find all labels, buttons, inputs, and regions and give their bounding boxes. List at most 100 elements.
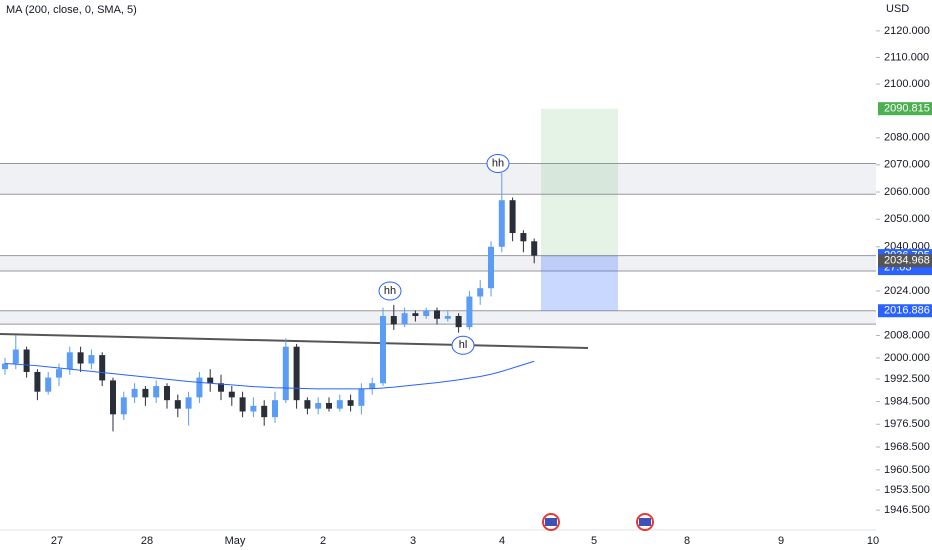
candle-body (185, 397, 192, 409)
candle-body (120, 397, 127, 415)
candle-body (196, 377, 203, 398)
zone (0, 163, 876, 195)
flag (639, 518, 651, 526)
candle-body (520, 233, 527, 242)
candle-body (315, 402, 322, 409)
candle-body (466, 296, 473, 328)
candle-body (282, 346, 289, 401)
candle-body (401, 313, 408, 325)
candle-body (390, 315, 397, 325)
candle-body (477, 288, 484, 297)
y-tick-label: 2110.000 (884, 51, 929, 63)
candle-body (455, 315, 462, 328)
candle-body (164, 386, 170, 401)
annotation-bubble (378, 281, 402, 301)
candle-body (336, 400, 343, 409)
price-label: 2090.815 (884, 103, 930, 115)
candle-body (347, 400, 354, 406)
candle-body (412, 313, 419, 316)
candle-body (250, 405, 257, 412)
candle-body (153, 386, 160, 398)
x-tick-label: 27 (51, 535, 63, 547)
candle-body (45, 377, 52, 392)
candle-body (531, 241, 538, 256)
candle-body (142, 388, 149, 398)
profit-zone (541, 108, 618, 256)
candle-body (444, 315, 451, 319)
candle-body (99, 355, 106, 381)
y-tick-label: 1968.500 (884, 441, 930, 453)
candle-body (272, 400, 278, 418)
candle-body (218, 383, 224, 392)
candle-body (509, 200, 516, 234)
candle-body (423, 310, 430, 316)
y-tick-label: 1992.500 (884, 373, 930, 385)
candle-body (77, 352, 84, 364)
price-label: 2034.968 (884, 255, 930, 267)
candle-body (174, 400, 181, 409)
annotation-text: hh (384, 285, 396, 297)
annotation-text: hh (492, 157, 504, 169)
candle-body (488, 246, 494, 289)
candle-body (12, 349, 19, 364)
y-tick-label: 2024.000 (884, 285, 930, 297)
price-label-box (878, 102, 932, 116)
candle-body (380, 315, 386, 384)
candle-body (110, 380, 116, 415)
y-tick-label: 2120.000 (884, 25, 930, 37)
candle-body (369, 383, 376, 389)
candle-body (23, 349, 30, 372)
candle-body (34, 371, 41, 392)
x-tick-label: 28 (141, 535, 153, 547)
y-tick-label: 1960.500 (884, 464, 930, 476)
candle-body (326, 402, 332, 409)
candle-body (304, 400, 311, 409)
annotation-text: hl (459, 339, 468, 351)
price-label-box (878, 254, 932, 268)
y-tick-label: 2000.000 (884, 352, 930, 364)
x-tick-label: 4 (499, 535, 505, 547)
x-tick-label: 8 (684, 535, 690, 547)
candle-body (56, 369, 62, 378)
y-tick-label: 1984.500 (884, 395, 930, 407)
candle-body (293, 346, 300, 401)
y-tick-label: 2100.000 (884, 78, 930, 90)
candle-body (207, 377, 214, 384)
y-tick-label: 2080.000 (884, 132, 930, 144)
x-tick-label: 3 (410, 535, 416, 547)
candle-body (498, 200, 505, 247)
y-tick-label: 1946.500 (884, 504, 930, 516)
y-tick-label: 1976.500 (884, 418, 930, 430)
candle-body (358, 388, 365, 406)
candle-body (228, 391, 235, 398)
currency-label: USD (886, 3, 909, 15)
candle-body (261, 405, 268, 418)
y-tick-label: 2060.000 (884, 186, 930, 198)
candle-body (88, 355, 95, 364)
zone (0, 255, 876, 272)
price-label-box (878, 304, 932, 318)
y-tick-label: 2070.000 (884, 159, 930, 171)
candle-body (2, 363, 8, 370)
trend-line (0, 333, 589, 349)
x-tick-label: 2 (320, 535, 326, 547)
candle-body (434, 310, 440, 319)
indicator-title: MA (200, close, 0, SMA, 5) (6, 4, 137, 16)
x-tick-label: 9 (778, 535, 784, 547)
y-tick-label: 2050.000 (884, 213, 930, 225)
price-label: 2016.886 (884, 305, 930, 317)
flag (545, 518, 557, 526)
y-tick-label: 1953.500 (884, 484, 930, 496)
x-tick-label: May (225, 535, 246, 547)
x-tick-label: 5 (591, 535, 597, 547)
annotation-bubble (486, 153, 510, 173)
candle-body (131, 388, 138, 398)
x-tick-label: 10 (867, 535, 879, 547)
candle-body (239, 397, 246, 412)
stop-zone (541, 255, 618, 311)
candle-body (66, 352, 73, 370)
annotation-bubble (451, 335, 475, 355)
y-tick-label: 2008.000 (884, 329, 930, 341)
